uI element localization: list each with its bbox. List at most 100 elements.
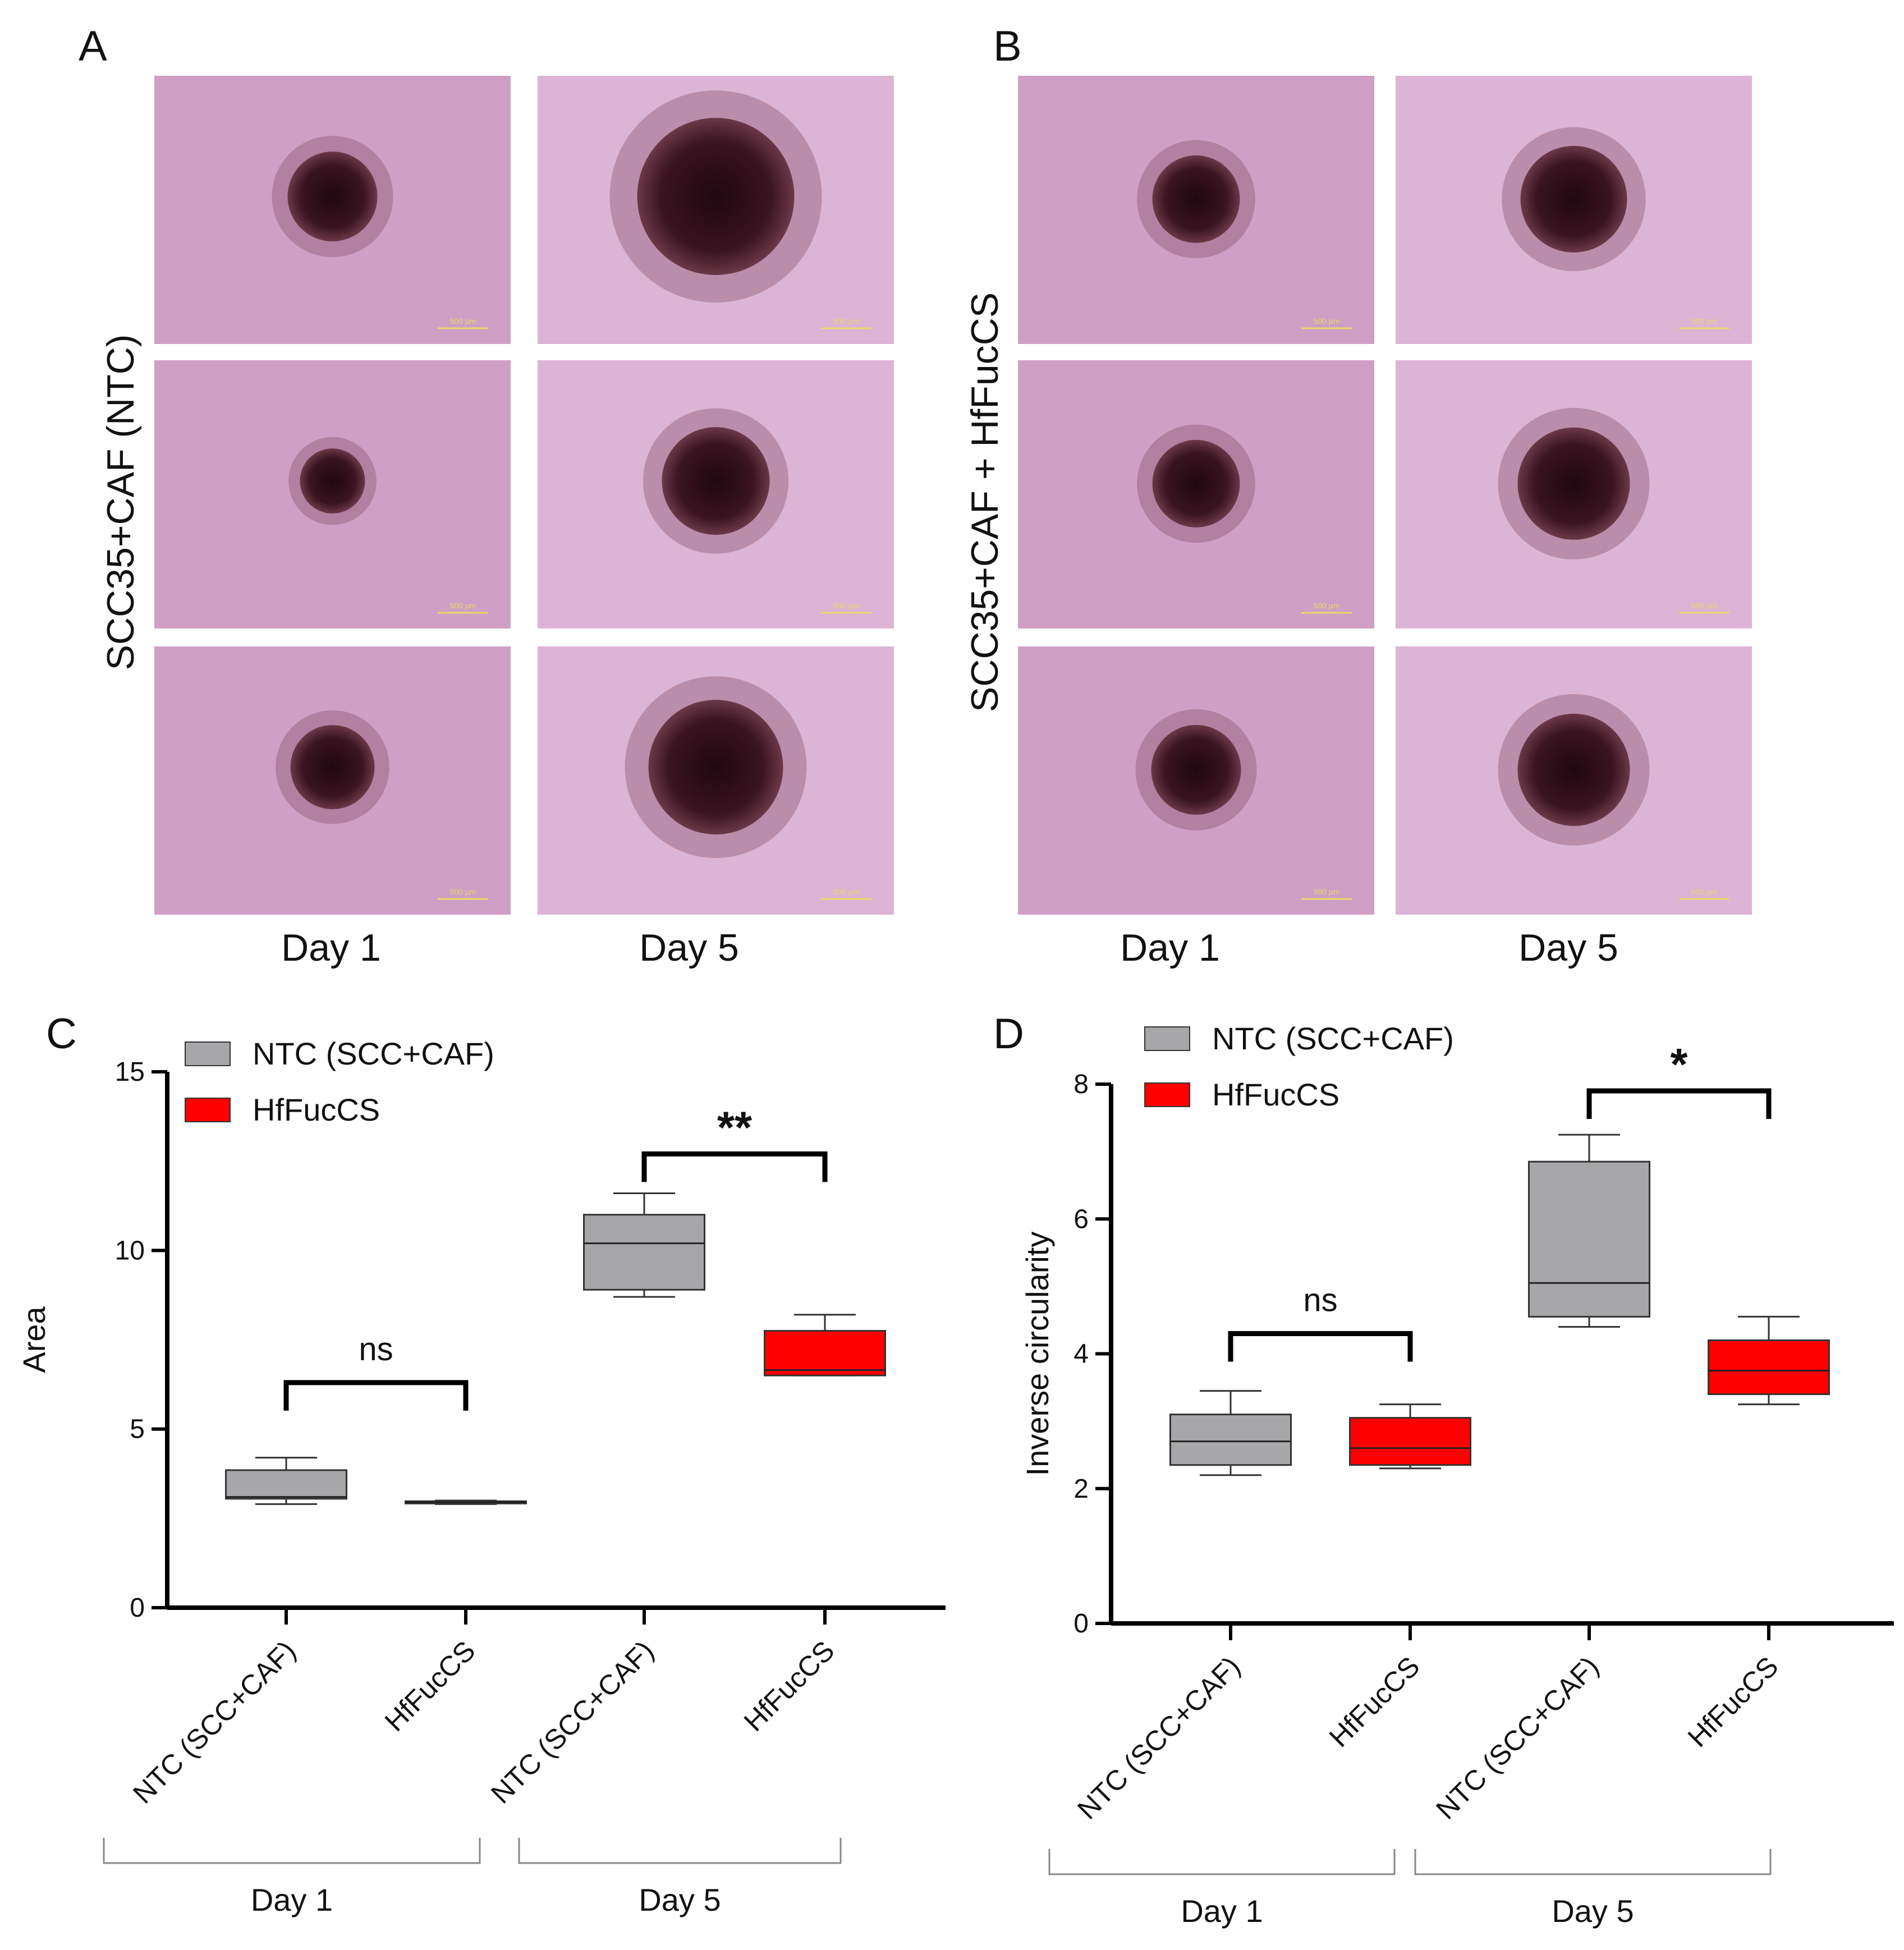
group-label: Day 1 [251, 1882, 333, 1917]
group-label: Day 5 [639, 1882, 721, 1917]
significance-label: ns [359, 1331, 393, 1368]
x-tick-label: NTC (SCC+CAF) [485, 1635, 660, 1810]
box-4 [764, 1314, 886, 1377]
group-bracket-line [1048, 1849, 1396, 1875]
spheroid [1151, 724, 1241, 815]
significance-label: * [1670, 1039, 1688, 1089]
micrograph-a-6: 500 µm [538, 646, 894, 915]
box-2 [405, 1499, 527, 1505]
panel-letter-a: A [79, 22, 107, 70]
box-body [1169, 1414, 1292, 1466]
box-2 [1349, 1403, 1471, 1470]
box-4 [1708, 1315, 1830, 1406]
spheroid [1152, 439, 1240, 527]
scale-bar-label: 500 µm [450, 601, 476, 610]
box-1 [225, 1457, 347, 1505]
micrograph-b-3: 500 µm [1018, 360, 1374, 628]
spheroid [1517, 427, 1630, 540]
micrograph-a-5: 500 µm [154, 646, 511, 915]
scale-bar-label: 500 µm [1691, 601, 1718, 610]
group-label: Day 1 [1181, 1893, 1263, 1929]
spheroid [1520, 145, 1627, 253]
group-label: Day 5 [1552, 1893, 1634, 1929]
group-bracket: Day 5 [1414, 1849, 1772, 1929]
micrograph-a-1: 500 µm [154, 76, 511, 344]
scale-bar-label: 500 µm [1314, 887, 1340, 896]
micrograph-b-6: 500 µm [1396, 646, 1752, 915]
scale-bar-label: 500 µm [1691, 316, 1718, 325]
x-tick-label: NTC (SCC+CAF) [1430, 1650, 1605, 1825]
group-bracket-line [1414, 1849, 1772, 1875]
box-3 [583, 1192, 705, 1298]
scale-bar-label: 500 µm [1691, 887, 1718, 896]
spheroid [300, 448, 365, 514]
scale-bar-label: 500 µm [833, 601, 860, 610]
micrograph-b-2: 500 µm [1396, 76, 1752, 344]
panel-letter-d: D [993, 1010, 1024, 1058]
y-tick-label: 0 [1073, 1609, 1089, 1639]
scale-bar-label: 500 µm [450, 316, 476, 325]
scale-bar-label: 500 µm [833, 887, 860, 896]
spheroid [648, 700, 783, 835]
significance-label: ** [717, 1102, 753, 1152]
panel-b-day1-label: Day 1 [1120, 926, 1220, 969]
x-tick-label: HfFucCS [379, 1635, 481, 1737]
box-body [225, 1469, 347, 1500]
panel-a-day1-label: Day 1 [281, 926, 381, 969]
scale-bar-label: 500 µm [450, 887, 476, 896]
box-body [764, 1330, 886, 1377]
box-body [583, 1214, 705, 1291]
legend-label: HfFucCS [1212, 1077, 1339, 1112]
micrograph-a-4: 500 µm [538, 360, 894, 628]
significance-bracket: ns [283, 1331, 469, 1411]
box-1 [1169, 1390, 1292, 1476]
group-bracket-line [103, 1838, 481, 1864]
micrograph-grid-b: 500 µm 500 µm 500 µm 500 µm 500 µm 500 µm [1018, 76, 1752, 915]
group-bracket: Day 5 [518, 1838, 842, 1917]
x-tick-label: NTC (SCC+CAF) [127, 1635, 302, 1810]
y-tick-label: 8 [1073, 1070, 1089, 1099]
legend-swatch [1144, 1082, 1190, 1107]
significance-bracket: ** [641, 1102, 828, 1182]
bracket-line [1228, 1330, 1413, 1362]
panel-letter-c: C [46, 1010, 77, 1058]
bracket-line [641, 1151, 828, 1182]
spheroid [290, 725, 375, 810]
group-bracket-line [518, 1838, 842, 1864]
y-tick-label: 0 [130, 1593, 145, 1623]
y-tick-label: 10 [115, 1236, 145, 1265]
spheroid [287, 152, 378, 242]
bracket-line [1586, 1088, 1772, 1119]
significance-label: ns [1303, 1282, 1337, 1318]
bracket-line [283, 1380, 469, 1411]
panel-letter-b: B [993, 22, 1022, 70]
legend-swatch [185, 1041, 231, 1066]
spheroid [1517, 713, 1630, 826]
y-tick-label: 6 [1073, 1204, 1089, 1234]
micrograph-b-5: 500 µm [1018, 646, 1374, 915]
micrograph-b-1: 500 µm [1018, 76, 1374, 344]
micrograph-grid-a: 500 µm 500 µm 500 µm 500 µm 500 µm 500 µm [154, 76, 894, 915]
scale-bar-label: 500 µm [1314, 601, 1340, 610]
spheroid [662, 427, 770, 535]
group-bracket: Day 1 [103, 1838, 481, 1917]
y-tick-label: 2 [1073, 1474, 1089, 1504]
box-body [1528, 1160, 1650, 1318]
box-body [1708, 1339, 1830, 1396]
micrograph-a-3: 500 µm [154, 360, 511, 628]
x-tick-label: HfFucCS [1682, 1650, 1784, 1753]
scale-bar-label: 500 µm [1314, 316, 1340, 325]
panel-a-day5-label: Day 5 [639, 926, 739, 969]
y-tick-label: 5 [130, 1415, 145, 1444]
y-tick-label: 4 [1073, 1339, 1089, 1369]
group-bracket: Day 1 [1048, 1849, 1396, 1929]
box-3 [1528, 1134, 1650, 1328]
legend-swatch [1144, 1026, 1190, 1051]
legend-label: NTC (SCC+CAF) [1212, 1021, 1454, 1056]
box-body [1349, 1417, 1471, 1466]
